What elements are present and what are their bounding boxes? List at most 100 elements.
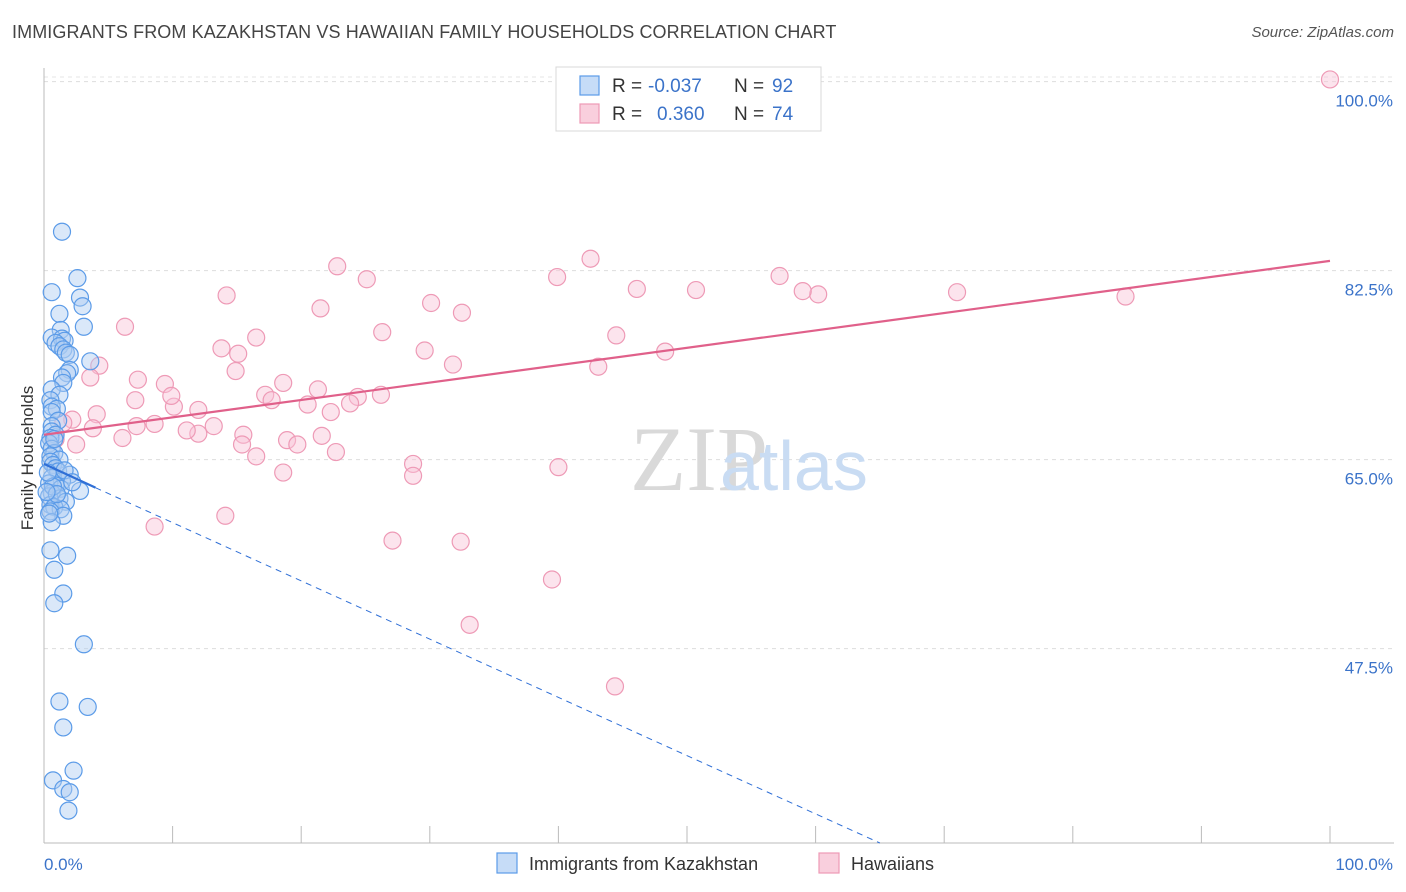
kazakhstan-point xyxy=(60,783,79,802)
bottom-legend-label-kazakhstan: Immigrants from Kazakhstan xyxy=(529,854,758,874)
hawaiians-point xyxy=(383,531,402,550)
hawaiians-point xyxy=(793,282,812,301)
hawaiians-point xyxy=(321,402,340,422)
hawaiians-point xyxy=(229,344,248,363)
hawaiians-point xyxy=(288,435,307,454)
bottom-legend-label-hawaiians: Hawaiians xyxy=(851,854,934,874)
kazakhstan-point xyxy=(64,761,83,780)
hawaiians-point xyxy=(326,442,346,462)
axis-ticks: 47.5% 65.0% 82.5% 100.0% xyxy=(43,92,1393,843)
hawaiians-point xyxy=(204,417,223,436)
hawaiians-point xyxy=(126,391,145,410)
kazakhstan-point xyxy=(41,541,60,560)
y-tick-label: 65.0% xyxy=(1345,470,1393,489)
kazakhstan-point xyxy=(50,692,69,711)
y-tick-label: 47.5% xyxy=(1345,659,1393,678)
bottom-legend-swatch-kazakhstan xyxy=(496,852,518,874)
kazakhstan-points xyxy=(37,222,100,820)
hawaiians-point xyxy=(415,341,434,360)
hawaiians-point xyxy=(217,286,236,305)
kazakhstan-point xyxy=(54,506,73,525)
bottom-legend: Immigrants from Kazakhstan Hawaiians xyxy=(496,852,934,874)
hawaiians-point xyxy=(542,570,562,589)
hawaiians-point xyxy=(1320,70,1340,89)
hawaiians-point xyxy=(189,424,208,443)
hawaiians-point xyxy=(216,506,235,525)
hawaiians-point xyxy=(113,428,132,448)
kazakhstan-point xyxy=(74,635,93,654)
kazakhstan-point xyxy=(73,297,92,316)
watermark-zip: ZIP xyxy=(630,408,768,510)
hawaiians-point xyxy=(234,425,253,444)
hawaiians-point xyxy=(177,421,196,440)
hawaiians-point xyxy=(115,317,135,336)
hawaiians-trend-line xyxy=(43,259,1331,436)
hawaiians-point xyxy=(357,270,376,289)
y-tick-label: 82.5% xyxy=(1345,281,1393,300)
hawaiians-point xyxy=(128,370,147,389)
hawaiians-point xyxy=(226,361,245,381)
legend-r-label-2: R = xyxy=(612,104,642,125)
hawaiians-point xyxy=(686,280,706,300)
hawaiians-point xyxy=(247,447,266,466)
hawaiians-point xyxy=(312,426,331,445)
hawaiians-point xyxy=(274,373,293,393)
kazakhstan-point xyxy=(74,317,93,336)
kazakhstan-point xyxy=(37,482,56,502)
hawaiians-point xyxy=(189,400,208,420)
kazakhstan-point xyxy=(81,352,100,371)
hawaiians-point xyxy=(277,431,297,450)
hawaiians-point xyxy=(589,357,608,376)
grid-lines xyxy=(44,76,1394,650)
top-legend-box xyxy=(555,66,822,132)
kazakhstan-trend-line xyxy=(43,462,96,489)
kazakhstan-point xyxy=(52,222,72,241)
kazakhstan-point xyxy=(58,546,77,565)
hawaiians-points xyxy=(46,70,1340,696)
hawaiians-point xyxy=(308,380,328,399)
legend-n-value-2: 74 xyxy=(772,104,794,125)
trend-lines xyxy=(43,259,1331,844)
hawaiians-point xyxy=(1116,287,1135,306)
kazakhstan-point xyxy=(45,560,64,579)
hawaiians-point xyxy=(403,466,423,485)
hawaiians-point xyxy=(770,266,789,286)
hawaiians-point xyxy=(607,326,626,345)
watermark-atlas: atlas xyxy=(720,427,868,505)
legend-r-label-1: R = xyxy=(612,76,642,97)
hawaiians-point xyxy=(548,267,567,287)
hawaiians-point xyxy=(274,463,293,482)
kazakhstan-point xyxy=(60,345,79,364)
hawaiians-point xyxy=(443,355,463,374)
hawaiians-point xyxy=(328,257,347,276)
kazakhstan-point xyxy=(59,801,78,820)
hawaiians-point xyxy=(373,323,392,342)
kazakhstan-point xyxy=(54,718,73,737)
hawaiians-point xyxy=(460,615,479,634)
y-tick-label: 100.0% xyxy=(1335,92,1393,111)
kazakhstan-trend-extension xyxy=(95,487,881,844)
hawaiians-point xyxy=(262,391,281,410)
legend-r-value-1: -0.037 xyxy=(648,76,702,97)
kazakhstan-point xyxy=(54,373,73,393)
hawaiians-point xyxy=(452,303,472,322)
legend-swatch-hawaiians xyxy=(579,103,600,124)
hawaiians-point xyxy=(212,339,231,358)
hawaiians-point xyxy=(87,405,106,424)
hawaiians-point xyxy=(581,249,600,268)
x-tick-label-max: 100.0% xyxy=(1335,855,1393,874)
chart-title: IMMIGRANTS FROM KAZAKHSTAN VS HAWAIIAN F… xyxy=(12,22,837,42)
legend-n-label-1: N = xyxy=(734,76,764,97)
hawaiians-point xyxy=(809,285,828,304)
hawaiians-point xyxy=(627,279,646,299)
hawaiians-point xyxy=(164,397,183,416)
kazakhstan-point xyxy=(68,269,87,288)
kazakhstan-point xyxy=(45,594,64,613)
hawaiians-point xyxy=(127,417,146,436)
top-legend: R = -0.037 N = 92 R = 0.360 N = 74 xyxy=(555,66,822,132)
hawaiians-point xyxy=(232,435,252,454)
hawaiians-point xyxy=(311,299,330,318)
chart-source: Source: ZipAtlas.com xyxy=(1251,24,1394,41)
hawaiians-point xyxy=(247,328,266,347)
